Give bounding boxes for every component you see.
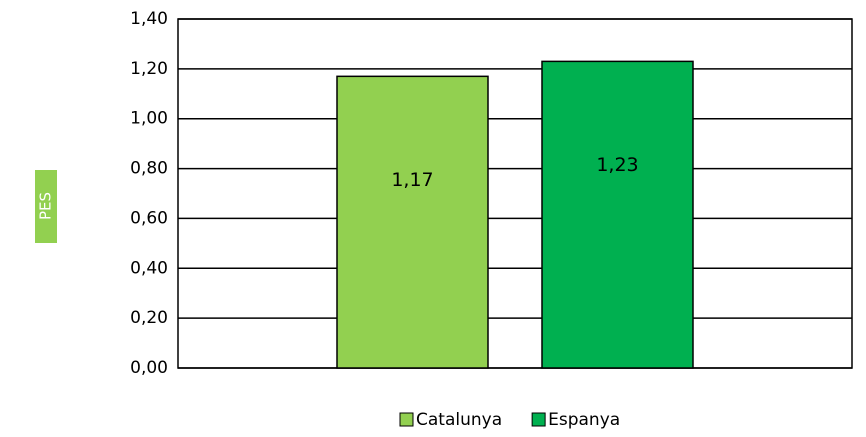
- y-tick-label: 0,80: [130, 159, 168, 179]
- legend-label: Espanya: [548, 410, 620, 430]
- y-tick-label: 0,40: [130, 258, 168, 278]
- y-tick-label: 1,00: [130, 109, 168, 129]
- y-tick-label: 1,40: [130, 9, 168, 29]
- legend-label: Catalunya: [416, 410, 502, 430]
- legend-swatch: [531, 412, 546, 427]
- y-label-box: [35, 170, 57, 243]
- y-tick-label: 1,20: [130, 59, 168, 79]
- value-label: 1,23: [596, 154, 638, 176]
- plot-frame: [177, 18, 853, 369]
- bar: [336, 75, 489, 369]
- value-label: 1,17: [391, 169, 433, 191]
- legend-swatch: [399, 412, 414, 427]
- y-tick-label: 0,60: [130, 208, 168, 228]
- bar: [541, 60, 694, 369]
- y-tick-label: 0,00: [130, 358, 168, 378]
- y-axis-label: PES: [37, 192, 55, 220]
- y-tick-label: 0,20: [130, 308, 168, 328]
